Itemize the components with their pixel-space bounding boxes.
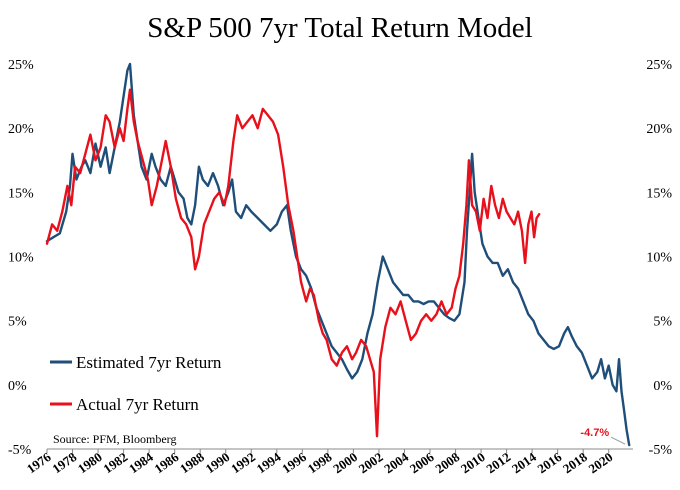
y-tick-label-right: 0% (653, 379, 672, 394)
x-tick-label: 1998 (305, 449, 335, 476)
x-tick-label: 2008 (432, 449, 462, 476)
y-tick-label-left: 15% (8, 186, 34, 201)
y-tick-label-right: 10% (646, 251, 672, 266)
x-tick-label: 1978 (49, 449, 79, 476)
x-tick-label: 1986 (151, 449, 181, 476)
y-tick-label-left: 0% (8, 379, 27, 394)
y-tick-label-right: 25% (646, 58, 672, 73)
x-tick-label: 1982 (100, 449, 130, 476)
end-value-annotation: -4.7% (580, 427, 626, 445)
x-tick-label: 1984 (126, 449, 156, 476)
x-axis-ticks: 1976197819801982198419861988199019921994… (24, 449, 616, 476)
legend-label-actual: Actual 7yr Return (76, 395, 199, 414)
x-tick-label: 2006 (407, 449, 437, 476)
series-line-actual (45, 88, 541, 438)
source-note: Source: PFM, Bloomberg (53, 432, 176, 446)
x-tick-label: 1988 (177, 449, 207, 476)
x-tick-label: 1994 (254, 449, 284, 476)
x-tick-label: 2020 (586, 449, 616, 476)
y-tick-label-right: 5% (653, 315, 672, 330)
chart-title: S&P 500 7yr Total Return Model (147, 12, 532, 44)
x-tick-label: 2002 (356, 449, 386, 476)
y-tick-label-left: 25% (8, 58, 34, 73)
y-tick-label-right: 15% (646, 186, 672, 201)
x-tick-label: 2018 (560, 449, 590, 476)
y-axis-right: -5% 0% 5% 10% 15% 20% 25% (646, 58, 672, 458)
x-tick-label: 2014 (509, 449, 539, 476)
x-tick-label: 1980 (75, 449, 105, 476)
series-line-estimated (45, 62, 631, 447)
x-tick-label: 2012 (483, 449, 513, 476)
annotation-label: -4.7% (580, 427, 609, 439)
y-tick-label-left: 5% (8, 315, 27, 330)
x-tick-label: 1992 (228, 449, 258, 476)
x-tick-label: 2000 (330, 449, 360, 476)
y-tick-label-right: 20% (646, 122, 672, 137)
annotation-leader (610, 436, 626, 445)
legend-label-estimated: Estimated 7yr Return (76, 353, 222, 372)
x-tick-label: 2016 (534, 449, 564, 476)
x-tick-label: 1990 (203, 449, 233, 476)
y-tick-label-left: 10% (8, 251, 34, 266)
y-tick-label-right: -5% (649, 443, 673, 458)
y-tick-label-left: -5% (8, 443, 32, 458)
y-axis-left: -5% 0% 5% 10% 15% 20% 25% (8, 58, 34, 458)
series-layer (45, 62, 631, 447)
x-tick-label: 2010 (458, 449, 488, 476)
x-tick-label: 2004 (381, 449, 411, 476)
legend: Estimated 7yr Return Actual 7yr Return (50, 353, 222, 414)
y-tick-label-left: 20% (8, 122, 34, 137)
x-tick-label: 1996 (279, 449, 309, 476)
